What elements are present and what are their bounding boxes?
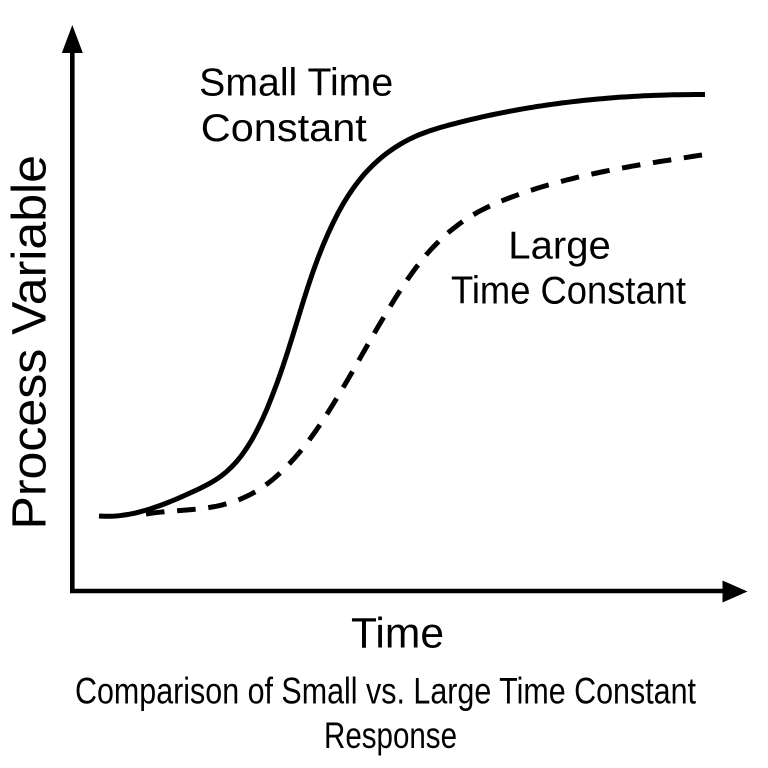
svg-text:Constant: Constant	[201, 107, 367, 150]
svg-text:Time Constant: Time Constant	[451, 270, 686, 313]
svg-text:Comparison of Small vs. Large: Comparison of Small vs. Large Time Const…	[75, 671, 697, 712]
svg-text:Small Time: Small Time	[199, 62, 393, 105]
svg-text:Time: Time	[351, 609, 444, 657]
svg-text:Response: Response	[324, 715, 457, 756]
svg-text:Process Variable: Process Variable	[4, 155, 57, 530]
svg-text:Large: Large	[508, 224, 611, 267]
